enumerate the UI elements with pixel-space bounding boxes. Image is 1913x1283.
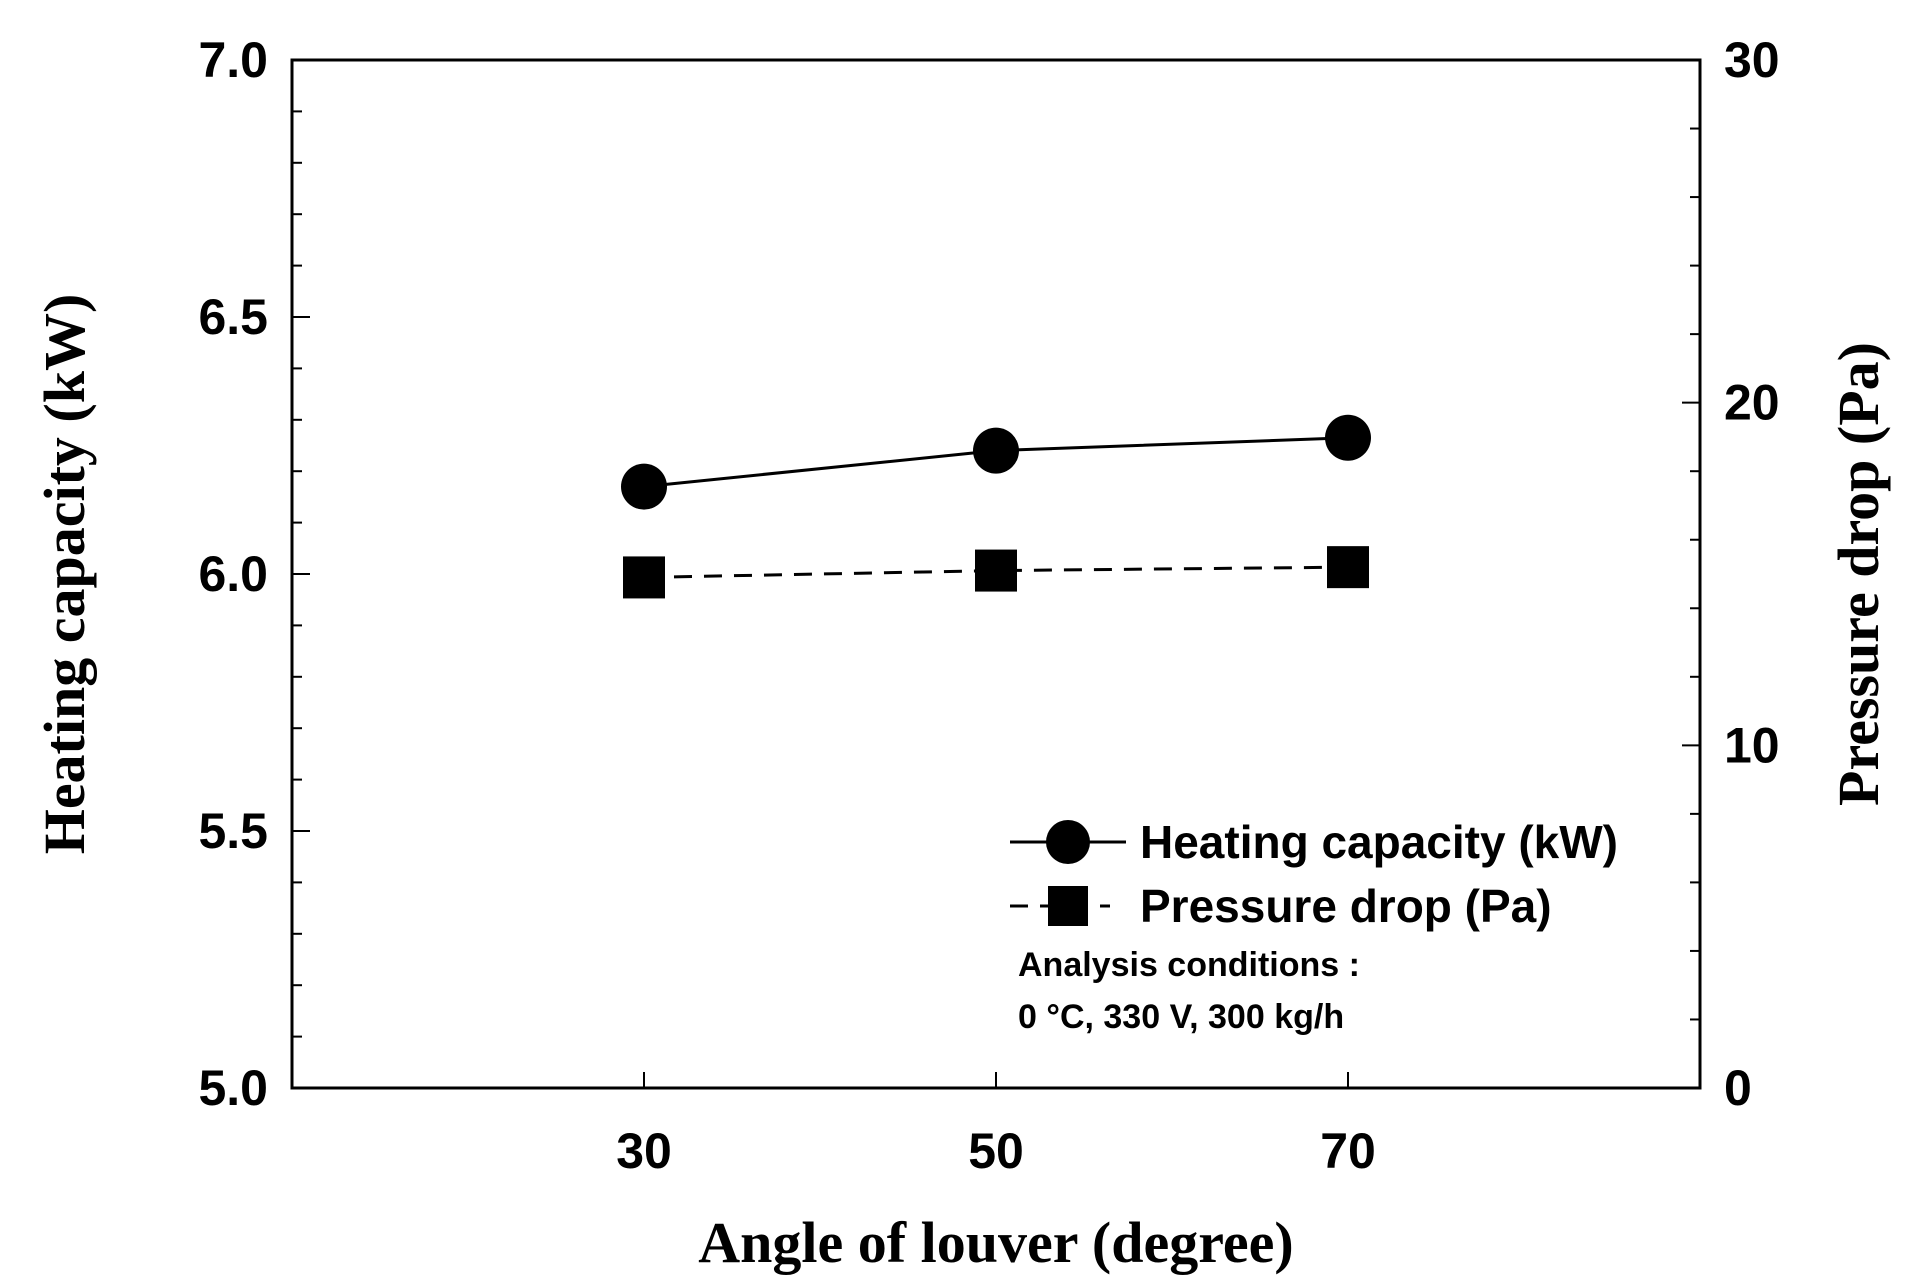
- legend-marker-pressure: [1048, 886, 1088, 926]
- y-tick-label: 6.0: [198, 546, 268, 602]
- pressure-drop-line: [643, 565, 1349, 579]
- y-tick-label: 7.0: [198, 32, 268, 88]
- y2-axis-title: Pressure drop (Pa): [1826, 342, 1891, 806]
- heating-capacity-marker: [621, 463, 667, 510]
- legend-label-pressure: Pressure drop (Pa): [1140, 880, 1552, 932]
- y2-tick-label: 30: [1724, 32, 1780, 88]
- y-axis-title: Heating capacity (kW): [32, 294, 97, 855]
- y-tick-label: 6.5: [198, 289, 268, 345]
- heating-capacity-marker: [1325, 414, 1371, 461]
- series-layer: [621, 414, 1371, 599]
- y-tick-label: 5.5: [198, 803, 268, 859]
- y2-tick-label: 20: [1724, 375, 1780, 431]
- x-tick-label: 70: [1320, 1123, 1376, 1179]
- tick-labels: 5.0 5.5 6.0 6.5 7.0 0 10 20 30 30 50 70: [198, 32, 1779, 1179]
- heating-capacity-marker: [973, 427, 1019, 474]
- annotation-line-1: Analysis conditions :: [1018, 946, 1360, 984]
- x-axis-title: Angle of louver (degree): [698, 1210, 1293, 1275]
- y-tick-label: 5.0: [198, 1060, 268, 1116]
- legend-label-heating: Heating capacity (kW): [1140, 816, 1618, 868]
- x-tick-label: 30: [616, 1123, 672, 1179]
- ticks: [292, 59, 1700, 1089]
- pressure-drop-marker: [1327, 546, 1369, 589]
- x-tick-label: 50: [968, 1123, 1024, 1179]
- y2-tick-label: 0: [1724, 1060, 1752, 1116]
- legend-marker-heating: [1046, 820, 1090, 864]
- pressure-drop-marker: [975, 549, 1017, 592]
- legend: Heating capacity (kW) Pressure drop (Pa): [1010, 816, 1618, 932]
- pressure-drop-marker: [623, 556, 665, 599]
- y2-tick-label: 10: [1724, 717, 1780, 773]
- annotation-line-2: 0 °C, 330 V, 300 kg/h: [1018, 998, 1344, 1036]
